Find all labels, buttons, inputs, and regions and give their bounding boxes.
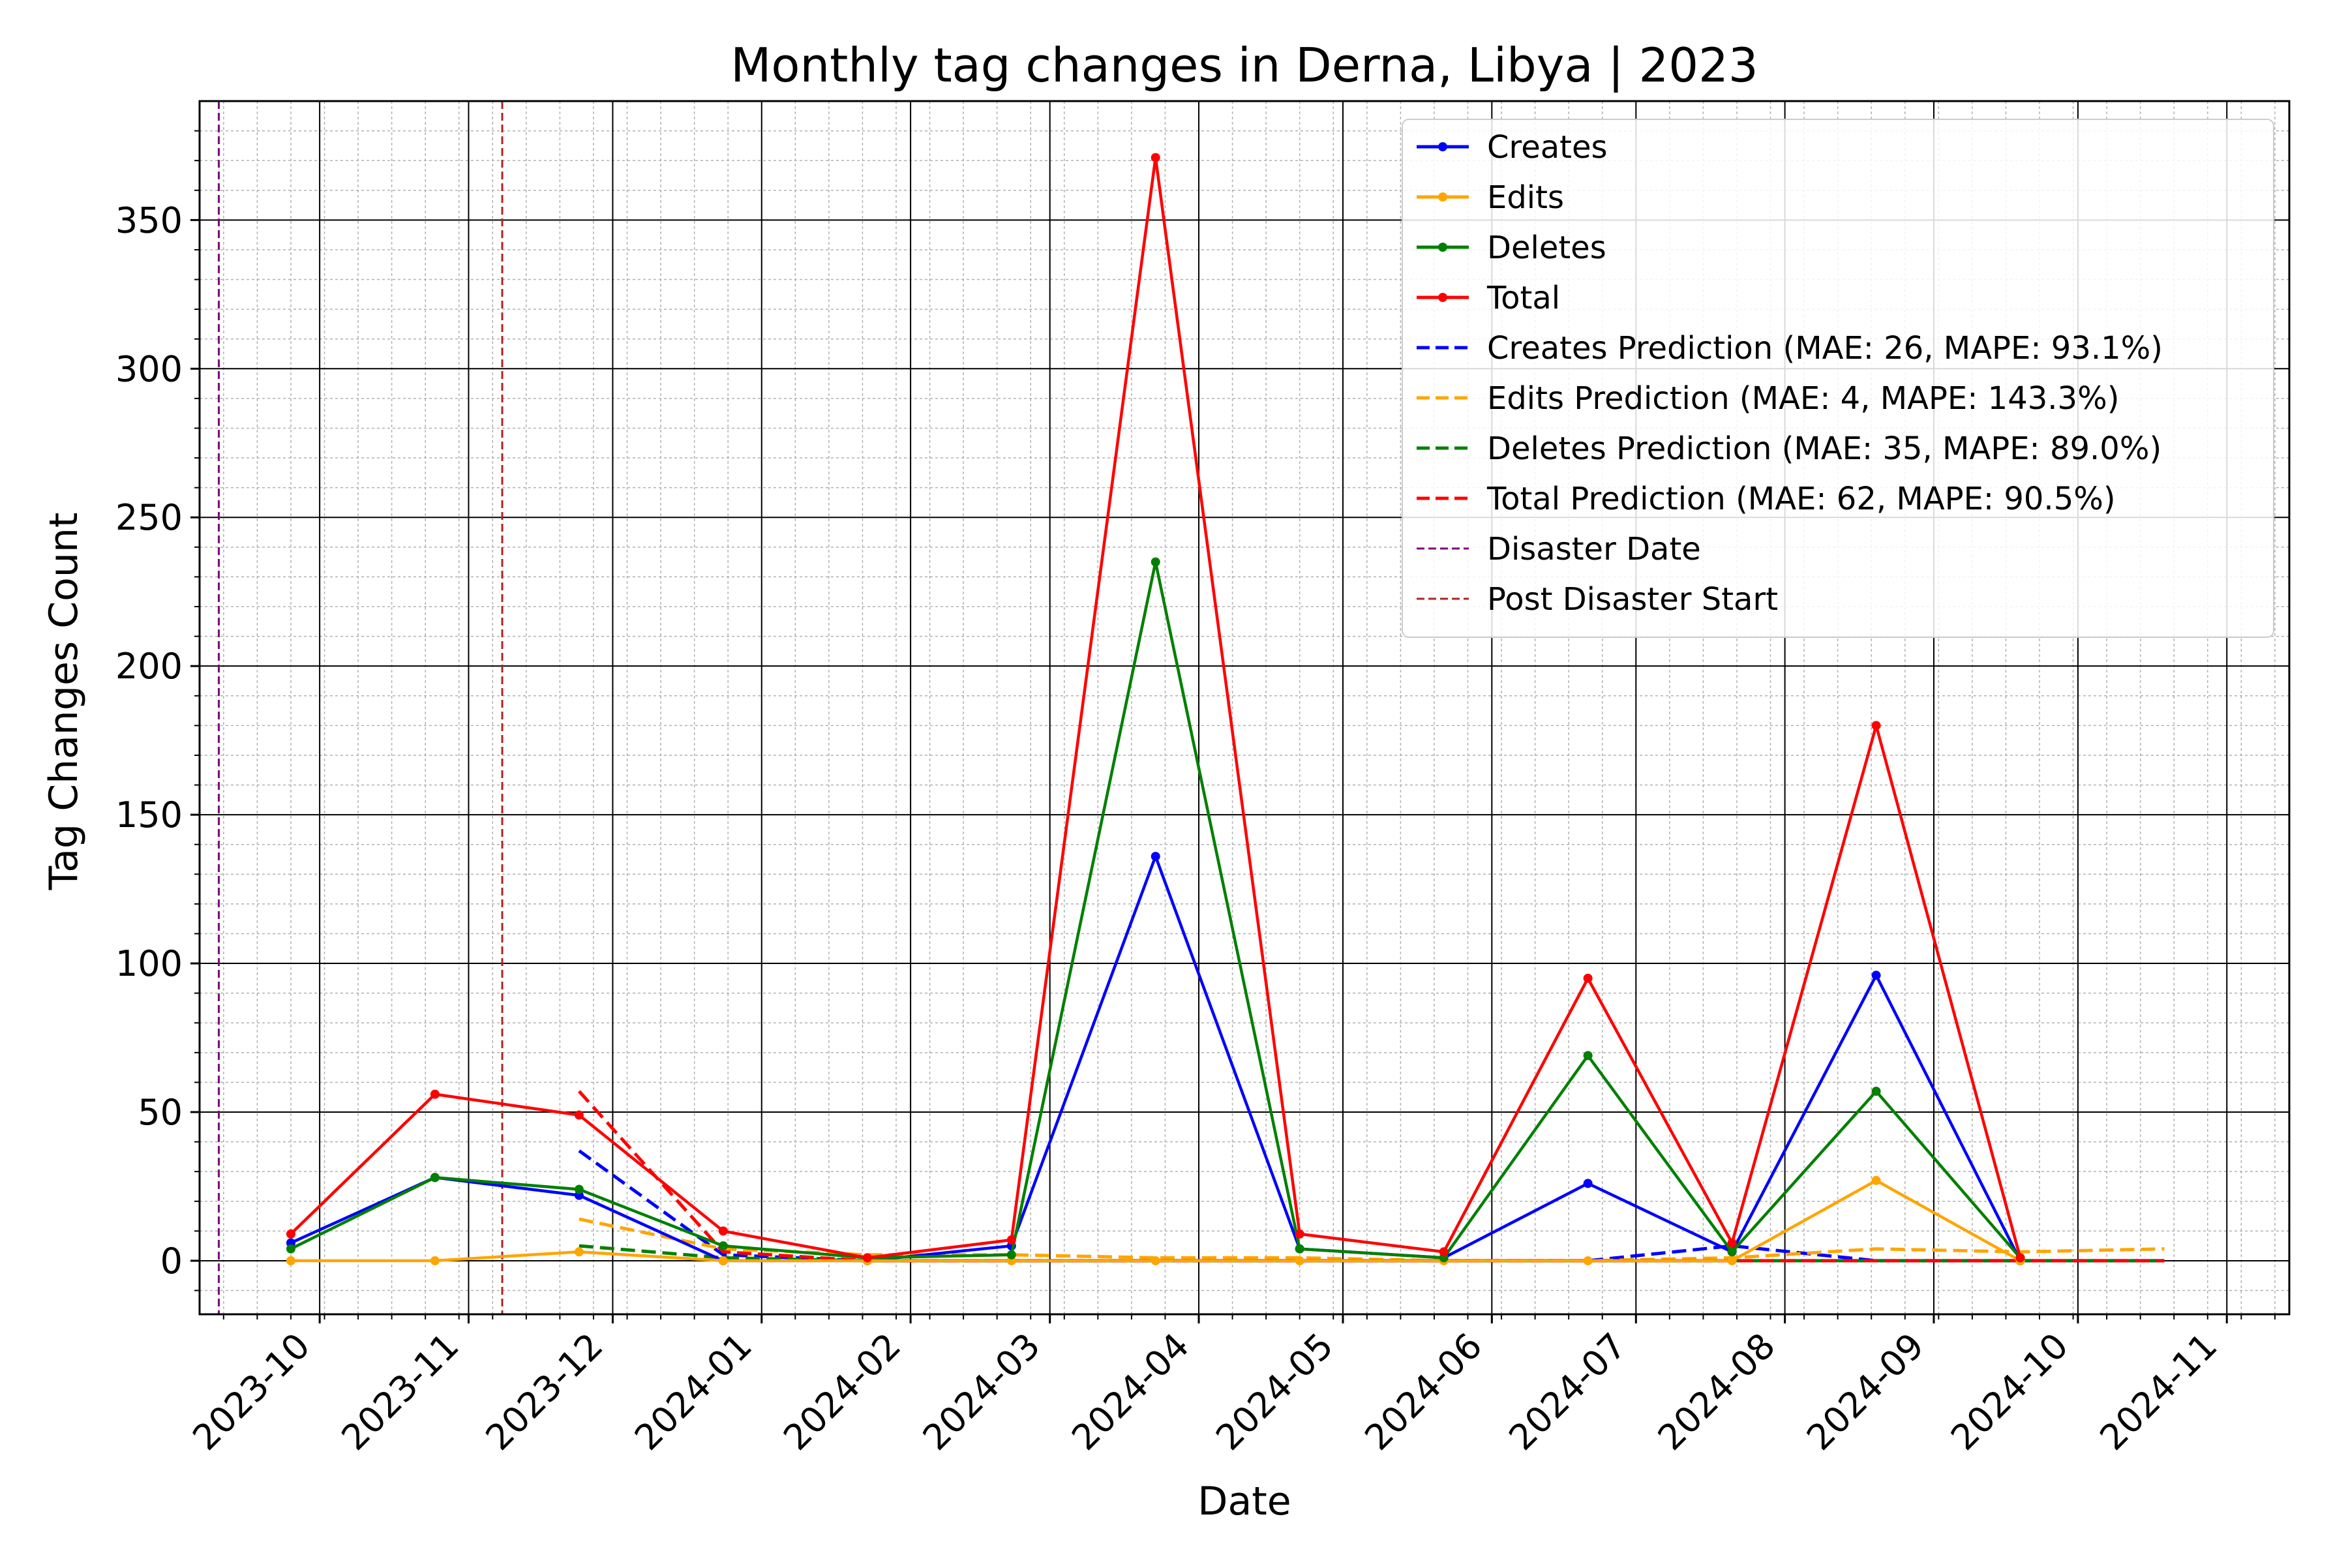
deletes-point xyxy=(574,1184,584,1194)
x-axis-label: Date xyxy=(1197,1479,1291,1524)
legend-marker xyxy=(1438,243,1447,252)
legend-label: Post Disaster Start xyxy=(1487,581,1778,618)
legend-label: Disaster Date xyxy=(1487,531,1701,567)
legend-label: Creates Prediction (MAE: 26, MAPE: 93.1%… xyxy=(1487,330,2163,367)
edits-point xyxy=(1871,1175,1881,1185)
total-point xyxy=(1295,1229,1304,1239)
total-point xyxy=(1006,1235,1016,1245)
edits-point xyxy=(1583,1256,1593,1265)
legend-label: Edits xyxy=(1487,179,1564,216)
series-total xyxy=(286,153,2025,1263)
legend-label: Deletes xyxy=(1487,230,1606,266)
legend-marker xyxy=(1438,293,1447,302)
legend-label: Creates xyxy=(1487,129,1608,166)
creates-point xyxy=(1151,851,1160,861)
total-point xyxy=(1151,153,1160,162)
edits-point xyxy=(718,1256,728,1265)
deletes-point xyxy=(286,1244,295,1254)
series-layer xyxy=(286,153,2165,1265)
deletes-point xyxy=(1295,1244,1304,1254)
legend-box xyxy=(1402,119,2274,638)
total-point xyxy=(1439,1247,1449,1257)
total-point xyxy=(286,1229,295,1239)
total-point xyxy=(1871,721,1881,731)
legend-label: Total xyxy=(1486,280,1560,316)
legend: Creates Edits Deletes Total Creates Predicti… xyxy=(1402,119,2274,638)
plot-frame xyxy=(198,100,2291,1316)
y-tick-label: 350 xyxy=(115,200,183,241)
total-point xyxy=(1583,973,1593,983)
total-point xyxy=(574,1110,584,1120)
grid xyxy=(200,101,2289,1314)
legend-marker xyxy=(1438,192,1447,202)
legend-label: Total Prediction (MAE: 62, MAPE: 90.5%) xyxy=(1486,481,2116,517)
legend-label: Deletes Prediction (MAE: 35, MAPE: 89.0%… xyxy=(1487,430,2161,467)
total-point xyxy=(862,1253,872,1263)
y-tick-label: 250 xyxy=(115,497,183,538)
y-tick-label: 50 xyxy=(138,1092,183,1133)
deletes-point xyxy=(718,1241,728,1251)
creates-point xyxy=(1871,971,1881,980)
deletes-point xyxy=(1871,1087,1881,1096)
y-axis-label: Tag Changes Count xyxy=(41,513,87,891)
total-point xyxy=(718,1226,728,1236)
edits-point xyxy=(574,1247,584,1257)
total-point xyxy=(430,1089,440,1099)
deletes-point xyxy=(1006,1250,1016,1259)
deletes-point xyxy=(1727,1247,1737,1257)
reference-lines xyxy=(217,101,504,1314)
chart-title: Monthly tag changes in Derna, Libya | 20… xyxy=(730,38,1758,93)
edits-point xyxy=(286,1256,295,1265)
total-point xyxy=(2015,1253,2025,1263)
edits-point xyxy=(1727,1256,1737,1265)
y-tick-label: 300 xyxy=(115,348,183,389)
creates-point xyxy=(1583,1179,1593,1188)
y-tick-label: 200 xyxy=(115,646,183,687)
legend-marker xyxy=(1438,142,1447,151)
edits-point xyxy=(1295,1256,1304,1265)
deletes-point xyxy=(1151,557,1160,567)
total-point xyxy=(1727,1238,1737,1248)
y-tick-label: 100 xyxy=(115,943,183,984)
y-tick-label: 0 xyxy=(160,1241,183,1282)
edits-point xyxy=(430,1256,440,1265)
y-tick-label: 150 xyxy=(115,794,183,836)
deletes-point xyxy=(1583,1051,1593,1061)
legend-label: Edits Prediction (MAE: 4, MAPE: 143.3%) xyxy=(1487,380,2119,417)
edits-point xyxy=(1151,1256,1160,1265)
deletes-point xyxy=(430,1173,440,1183)
